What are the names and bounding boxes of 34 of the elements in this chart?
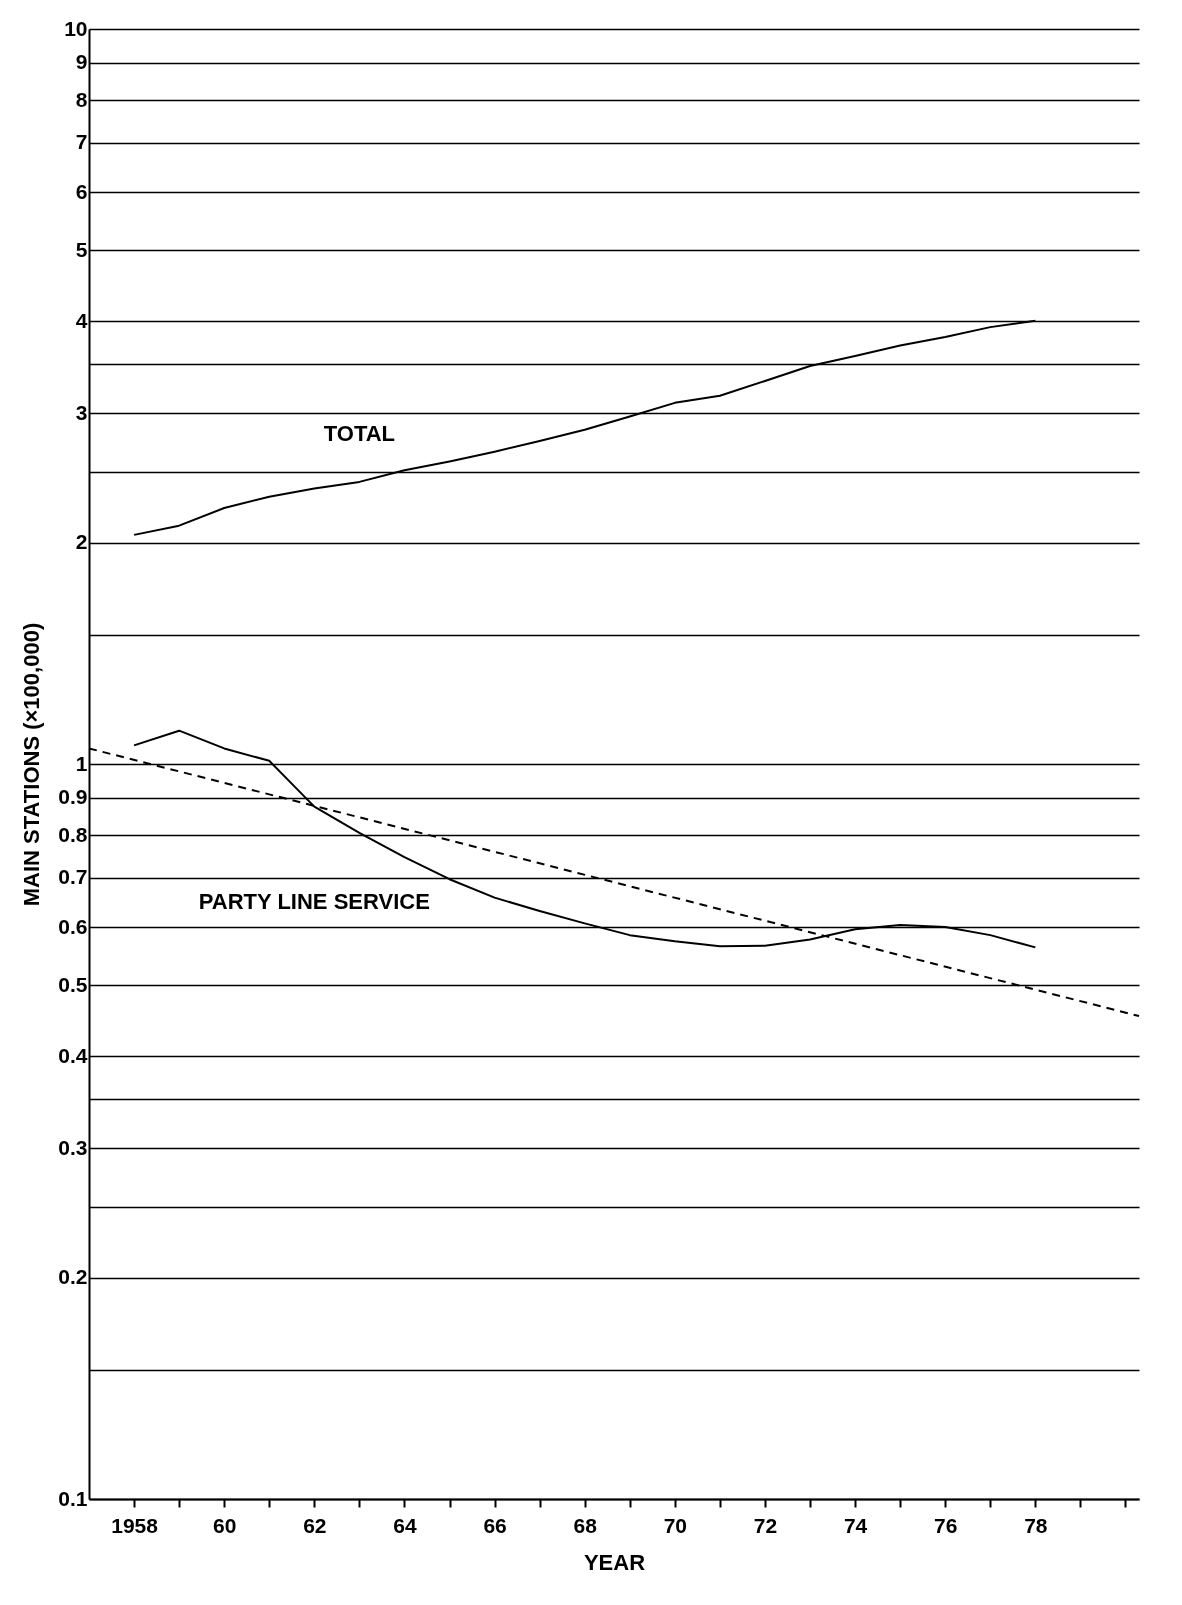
y-tick-label: 3 bbox=[75, 400, 88, 424]
x-tick-label: 78 bbox=[1024, 1513, 1048, 1537]
y-tick-label: 1 bbox=[75, 751, 88, 775]
series-label: TOTAL bbox=[323, 420, 396, 446]
y-tick-label: 7 bbox=[75, 130, 88, 154]
x-tick-label: 60 bbox=[213, 1513, 237, 1537]
y-tick-label: 10 bbox=[64, 16, 88, 40]
x-tick-label: 68 bbox=[573, 1513, 598, 1537]
y-tick-label: 5 bbox=[75, 237, 88, 261]
y-tick-label: 0.6 bbox=[58, 914, 88, 938]
y-tick-label: 4 bbox=[75, 308, 88, 332]
y-tick-label: 0.3 bbox=[58, 1135, 88, 1159]
series-label: PARTY LINE SERVICE bbox=[198, 888, 430, 914]
y-tick-label: 8 bbox=[75, 87, 88, 111]
x-tick-label: 62 bbox=[303, 1513, 327, 1537]
x-tick-label: 72 bbox=[753, 1513, 778, 1537]
y-tick-label: 0.9 bbox=[58, 785, 88, 809]
y-tick-label: 2 bbox=[75, 530, 88, 554]
y-tick-label: 6 bbox=[75, 179, 88, 203]
y-tick-label: 0.5 bbox=[58, 972, 88, 996]
x-tick-label: 76 bbox=[934, 1513, 958, 1537]
y-tick-label: 0.2 bbox=[58, 1265, 88, 1289]
x-axis-title: YEAR bbox=[583, 1549, 646, 1575]
y-tick-label: 0.1 bbox=[58, 1486, 88, 1510]
x-tick-label: 64 bbox=[393, 1513, 417, 1537]
y-tick-label: 0.8 bbox=[58, 822, 88, 846]
x-tick-label: 70 bbox=[663, 1513, 688, 1537]
x-tick-label: 74 bbox=[843, 1513, 868, 1537]
y-tick-label: 0.7 bbox=[58, 865, 88, 889]
y-axis-title: MAIN STATIONS (×100,000) bbox=[19, 622, 45, 907]
x-tick-label: 1958 bbox=[111, 1513, 159, 1537]
y-tick-label: 0.4 bbox=[58, 1043, 88, 1067]
x-tick-label: 66 bbox=[483, 1513, 507, 1537]
y-tick-label: 9 bbox=[75, 50, 88, 74]
